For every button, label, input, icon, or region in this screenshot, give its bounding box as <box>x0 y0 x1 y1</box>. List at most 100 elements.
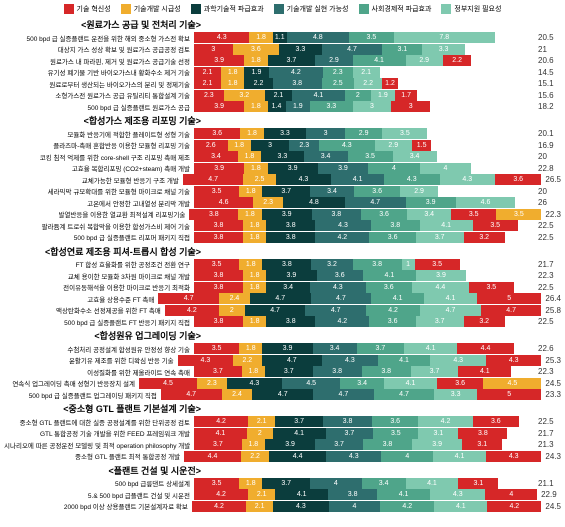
bar-segment: 3.3 <box>310 101 353 112</box>
bar-segment: 5 <box>477 389 542 400</box>
bar-segment: 3.9 <box>194 163 244 174</box>
bar-segment: 4.2 <box>380 501 434 512</box>
bar-segment: 4.2 <box>315 232 369 243</box>
bar-segment: 3.7 <box>315 439 363 450</box>
bar-segment: 4.5 <box>282 378 340 389</box>
group-header: <합성원유 업그레이딩 기술> <box>4 329 561 342</box>
bar-segment: 4.2 <box>165 305 219 316</box>
bar-segment: 2.9 <box>400 186 437 197</box>
row-total: 20 <box>534 152 547 161</box>
bar-segment: 4.7 <box>313 389 374 400</box>
row-total: 24.5 <box>541 502 561 511</box>
row-total: 18.2 <box>534 102 554 111</box>
bar-segment: 1.8 <box>239 186 262 197</box>
bar-segment: 3 <box>391 101 430 112</box>
bar-segment: 3.3 <box>261 151 304 162</box>
bar-area: 4.22.14.344.24.14.2 <box>192 501 542 512</box>
bar-area: 4.224.74.74.24.74.7 <box>165 305 542 316</box>
bar-segment: 3.4 <box>266 282 310 293</box>
bar-segment: 4.7 <box>374 389 435 400</box>
row-label: 교체 용이한 모듈화 3차원 마이크로 채널 개발 <box>4 271 194 281</box>
bar-segment: 2.1 <box>353 67 380 78</box>
bar-segment: 2.2 <box>241 451 269 462</box>
row-label: 윤활기유 제조를 위한 디왁심 반응 기술 <box>4 355 178 365</box>
bar-segment: 4.3 <box>315 220 370 231</box>
bar-segment: 4.5 <box>483 378 541 389</box>
bar-segment: 2.2 <box>244 78 272 89</box>
bar-segment: 3.8 <box>194 232 243 243</box>
bar-segment: 4.6 <box>456 197 515 208</box>
bar-segment: 3.6 <box>473 416 519 427</box>
bar-area: 3.51.83.83.23.813.5 <box>194 259 534 270</box>
bar-row: 대상지 가스 성상 확보 및 원료가스 공급공정 검토33.63.34.73.1… <box>4 44 561 55</box>
bar-segment: 4.1 <box>275 489 328 500</box>
legend-swatch <box>274 4 284 14</box>
bar-segment: 3.9 <box>416 270 466 281</box>
bar-segment: 3.6 <box>366 282 412 293</box>
bar-segment: 1.8 <box>221 78 244 89</box>
row-total: 14.5 <box>534 68 554 77</box>
group-header: <합성연료 제조용 피셔-트롭시 합성 기술> <box>4 245 561 258</box>
bar-segment: 2.9 <box>375 140 412 151</box>
bar-segment: 3.3 <box>422 44 465 55</box>
bar-segment: 3 <box>194 44 233 55</box>
bar-area: 4.62.34.84.73.94.6 <box>194 197 534 208</box>
row-label: 이성질화를 위한 제올라이트 연속 촉매 <box>4 367 194 377</box>
bar-segment: 3.5 <box>349 32 394 43</box>
bar-segment: 4.2 <box>366 305 420 316</box>
bar-segment: 4 <box>329 501 381 512</box>
bar-segment: 1.8 <box>244 163 267 174</box>
row-label: 고온에서 안정한 고내열성 분리막 개발 <box>4 198 194 208</box>
bar-segment: 4.7 <box>245 305 306 316</box>
bar-segment: 3.8 <box>266 232 315 243</box>
legend-label: 정부지원 필요성 <box>454 4 501 14</box>
bar-segment: 2.1 <box>265 90 292 101</box>
bar-row: 중소형 GTL 플랜트에 대한 실증 공정설계를 위한 단위공정 검토4.22.… <box>4 416 561 427</box>
bar-area: 3.81.83.93.64.13.9 <box>194 270 534 281</box>
bar-segment: 3.7 <box>416 316 464 327</box>
row-label: 고효율 상용수준 FT 촉매 <box>4 294 158 304</box>
bar-segment: 1.8 <box>239 259 262 270</box>
bar-segment: 4.1 <box>384 378 437 389</box>
bar-area: 3.81.83.84.33.84.13.5 <box>194 220 534 231</box>
bar-segment: 3.8 <box>328 489 377 500</box>
bar-segment: 2.1 <box>246 501 273 512</box>
bar-segment: 4.7 <box>250 293 311 304</box>
row-total: 21.3 <box>534 440 554 449</box>
bar-segment: 4 <box>485 489 537 500</box>
bar-segment: 3.7 <box>268 55 316 66</box>
bar-segment: 3.6 <box>354 186 400 197</box>
row-label: 500 bpd 급 실증플랜트 리포머 패키지 직접 <box>4 232 194 242</box>
bar-segment: 4.7 <box>158 293 219 304</box>
bar-segment: 4.7 <box>481 305 542 316</box>
bar-segment: 2 <box>247 428 273 439</box>
group-header: <중소형 GTL 플랜트 기본설계 기술> <box>4 402 561 415</box>
row-total: 22.3 <box>534 271 554 280</box>
bar-area: 4.22.14.13.84.14.34 <box>194 489 537 500</box>
bar-segment: 3.9 <box>262 343 312 354</box>
bar-row: 윤활기유 제조를 위한 디왁심 반응 기술4.32.24.74.34.14.34… <box>4 355 561 366</box>
bar-segment: 4.3 <box>319 140 374 151</box>
row-total: 15.6 <box>534 91 554 100</box>
bar-row: 500 bpd 급 실증플랜트 업그레이딩 패키지 직접4.72.44.74.7… <box>4 389 561 400</box>
bar-segment: 3 <box>353 101 392 112</box>
bar-segment: 2.3 <box>289 140 319 151</box>
bar-area: 4.72.54.34.14.34.33.6 <box>183 174 542 185</box>
bar-segment: 4.1 <box>371 293 424 304</box>
bar-segment: 3.8 <box>371 220 420 231</box>
bar-segment: 4.5 <box>139 378 197 389</box>
bar-segment: 2.6 <box>194 140 228 151</box>
row-total: 22.3 <box>541 210 561 219</box>
bar-segment: 2.9 <box>345 128 382 139</box>
bar-segment: 4.1 <box>424 293 477 304</box>
row-label: GTL 통합공정 기술 개발을 위한 FEED 프레임워크 개발 <box>4 428 194 438</box>
bar-segment: 3.8 <box>353 259 402 270</box>
bar-segment: 3.6 <box>194 128 240 139</box>
row-total: 25.8 <box>541 306 561 315</box>
row-total: 22.3 <box>534 367 554 376</box>
bar-segment: 3.5 <box>382 128 427 139</box>
bar-segment: 1.8 <box>238 209 261 220</box>
bar-segment: 4.1 <box>433 451 486 462</box>
row-total: 22.9 <box>537 490 557 499</box>
bar-segment: 3.8 <box>458 428 507 439</box>
